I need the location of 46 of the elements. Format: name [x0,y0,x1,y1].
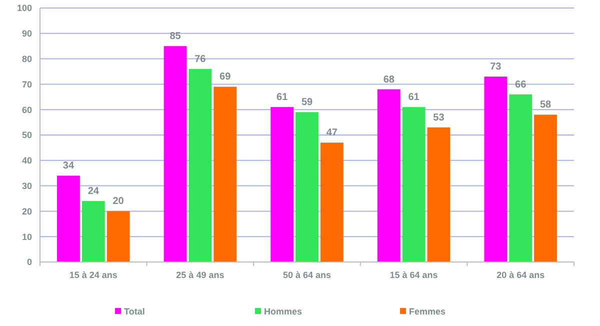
y-tick-label: 20 [22,206,32,216]
y-tick-label: 70 [22,79,32,90]
data-label: 59 [301,97,313,108]
y-tick-label: 0 [26,257,32,268]
legend-label: Hommes [264,306,302,317]
y-tick-label: 50 [22,130,32,140]
bar [484,76,508,262]
bar [296,112,318,262]
x-tick-label: 50 à 64 ans [282,270,332,280]
bar [57,176,80,262]
bar [402,107,426,262]
bar [106,211,130,262]
data-label: 53 [433,112,445,124]
bar [164,46,187,262]
bar [534,114,557,262]
data-label: 24 [88,186,100,198]
data-label: 34 [62,160,74,172]
bar [82,201,105,262]
data-label: 61 [276,92,288,104]
data-label: 68 [383,74,395,86]
bar [270,107,294,262]
x-tick-label: 25 à 49 ans [176,270,224,280]
data-label: 20 [112,196,124,208]
data-label: 73 [490,62,502,73]
data-label: 69 [220,72,232,83]
y-tick-label: 30 [22,180,32,191]
data-label: 58 [540,100,552,111]
bar [377,89,400,262]
bar [320,142,344,262]
y-tick-label: 40 [22,156,32,166]
y-tick-label: 90 [22,28,32,39]
x-tick-label: 20 à 64 ans [496,270,545,280]
x-tick-label: 15 à 64 ans [390,270,438,280]
y-tick-label: 60 [22,104,32,115]
bar [214,86,237,262]
bar [427,127,450,262]
y-tick-label: 10 [22,232,32,242]
bar [509,94,532,262]
legend-label: Total [124,306,145,317]
bar [188,68,212,262]
y-tick-label: 80 [22,54,32,64]
x-tick-label: 15 à 24 ans [69,270,118,280]
data-label: 85 [170,31,182,42]
y-tick-label: 100 [16,3,32,14]
legend-label: Femmes [409,306,446,317]
data-label: 61 [408,92,420,104]
